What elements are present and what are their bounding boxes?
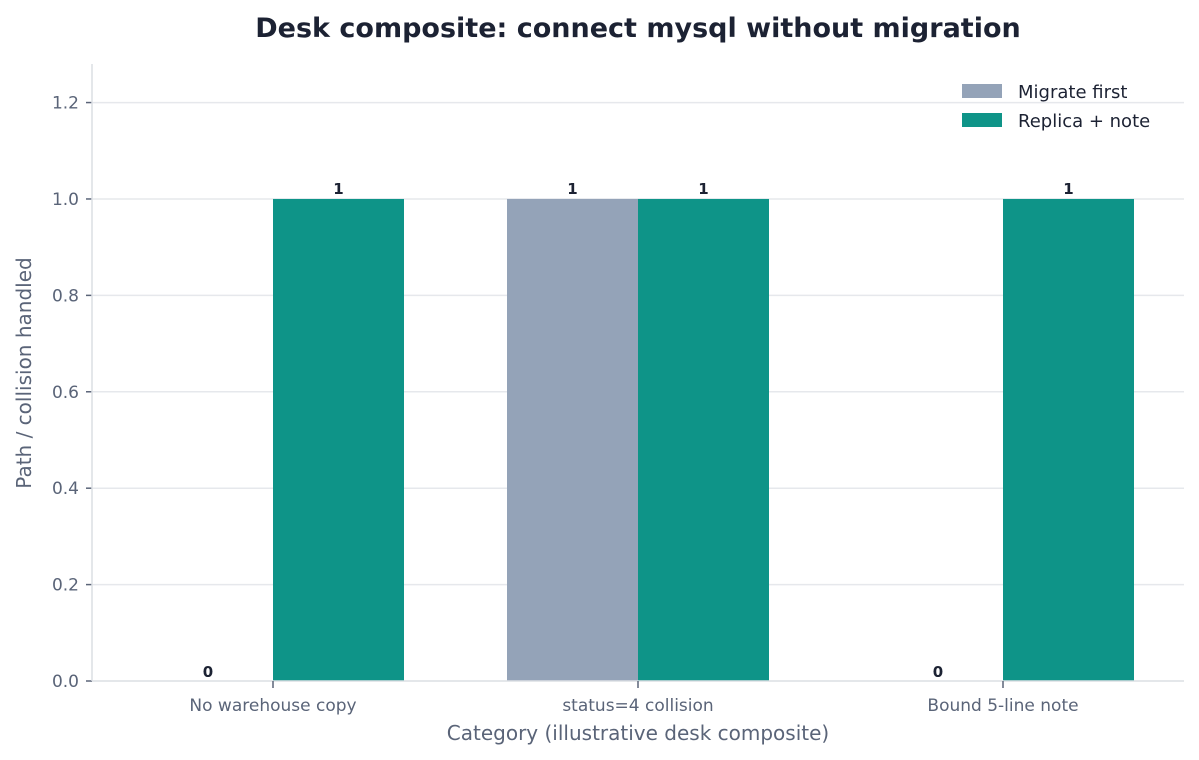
data-label: 1 (698, 180, 708, 198)
data-labels: 0 1 1 1 0 1 (203, 180, 1074, 681)
y-tick-label: 0.4 (52, 479, 79, 499)
y-tick-label: 1.0 (52, 190, 79, 210)
chart-title: Desk composite: connect mysql without mi… (255, 13, 1020, 44)
bars (273, 198, 1134, 681)
y-tick-label: 0.8 (52, 286, 79, 306)
x-axis-label: Category (illustrative desk composite) (447, 721, 829, 745)
y-tick-label: 0.6 (52, 383, 79, 403)
x-tick-label: status=4 collision (562, 696, 713, 716)
y-tick-label: 0.0 (52, 672, 79, 692)
x-tick-label: Bound 5-line note (927, 696, 1078, 716)
bar-migrate-first-1 (507, 198, 638, 681)
data-label: 1 (333, 180, 343, 198)
legend-swatch (962, 113, 1002, 127)
y-tick-label: 1.2 (52, 94, 79, 114)
y-axis-label: Path / collision handled (12, 257, 36, 488)
bar-replica-note-2 (1003, 198, 1134, 681)
legend-label: Replica + note (1018, 111, 1150, 132)
data-label: 1 (567, 180, 577, 198)
legend-label: Migrate first (1018, 82, 1127, 103)
data-label: 0 (203, 663, 213, 681)
data-label: 1 (1063, 180, 1073, 198)
x-tick-label: No warehouse copy (189, 696, 356, 716)
axes: 0.0 0.2 0.4 0.6 0.8 1.0 1.2 No warehouse copy st… (52, 64, 1184, 716)
legend: Migrate first Replica + note (962, 82, 1150, 132)
legend-swatch (962, 84, 1002, 98)
bar-replica-note-0 (273, 198, 404, 681)
data-label: 0 (933, 663, 943, 681)
y-tick-label: 0.2 (52, 576, 79, 596)
bar-replica-note-1 (638, 198, 769, 681)
